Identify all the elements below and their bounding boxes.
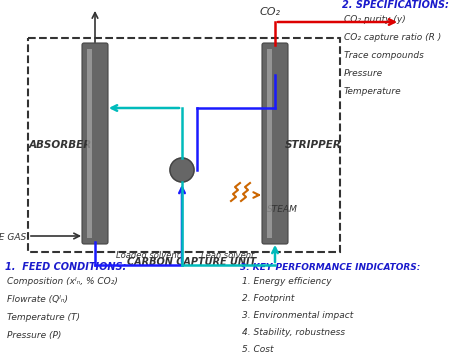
Text: CO₂: CO₂ [260, 7, 281, 17]
Text: 1. Energy efficiency: 1. Energy efficiency [242, 277, 332, 286]
Text: 3. Environmental impact: 3. Environmental impact [242, 311, 353, 320]
Text: Trace compounds: Trace compounds [344, 51, 424, 60]
Text: 3. KEY PERFORMANCE INDICATORS:: 3. KEY PERFORMANCE INDICATORS: [240, 263, 420, 272]
Bar [267, 49, 272, 238]
Text: Pressure (P): Pressure (P) [7, 331, 61, 340]
Text: 1.  FEED CONDITIONS:: 1. FEED CONDITIONS: [5, 262, 127, 272]
Circle shape [170, 158, 194, 182]
Bar [87, 49, 92, 238]
Text: CO₂ capture ratio (R ): CO₂ capture ratio (R ) [344, 33, 441, 42]
Text: CARBON CAPTURE UNIT: CARBON CAPTURE UNIT [128, 257, 256, 267]
Text: STRIPPER: STRIPPER [284, 140, 341, 150]
Text: Temperature (T): Temperature (T) [7, 313, 80, 322]
Text: ABSORBER: ABSORBER [28, 140, 91, 150]
Text: Flowrate (Qᴵₙ): Flowrate (Qᴵₙ) [7, 295, 68, 304]
Text: Lean solvent: Lean solvent [201, 251, 255, 260]
FancyBboxPatch shape [262, 43, 288, 244]
Text: 2. SPECIFICATIONS:: 2. SPECIFICATIONS: [342, 0, 449, 10]
Text: 4. Stability, robustness: 4. Stability, robustness [242, 328, 345, 337]
Text: Temperature: Temperature [344, 87, 401, 96]
Text: 2. Footprint: 2. Footprint [242, 294, 294, 303]
Text: CO₂ purity (y): CO₂ purity (y) [344, 15, 406, 24]
Text: 5. Cost: 5. Cost [242, 345, 273, 354]
Text: STEAM: STEAM [267, 205, 298, 214]
FancyBboxPatch shape [82, 43, 108, 244]
Text: FLUE GAS: FLUE GAS [0, 233, 26, 241]
Text: Pressure: Pressure [344, 69, 383, 78]
Text: Loaded solvent: Loaded solvent [116, 251, 180, 260]
Text: Composition (xᴵₙ, % CO₂): Composition (xᴵₙ, % CO₂) [7, 277, 118, 286]
Bar [28, 38, 340, 252]
